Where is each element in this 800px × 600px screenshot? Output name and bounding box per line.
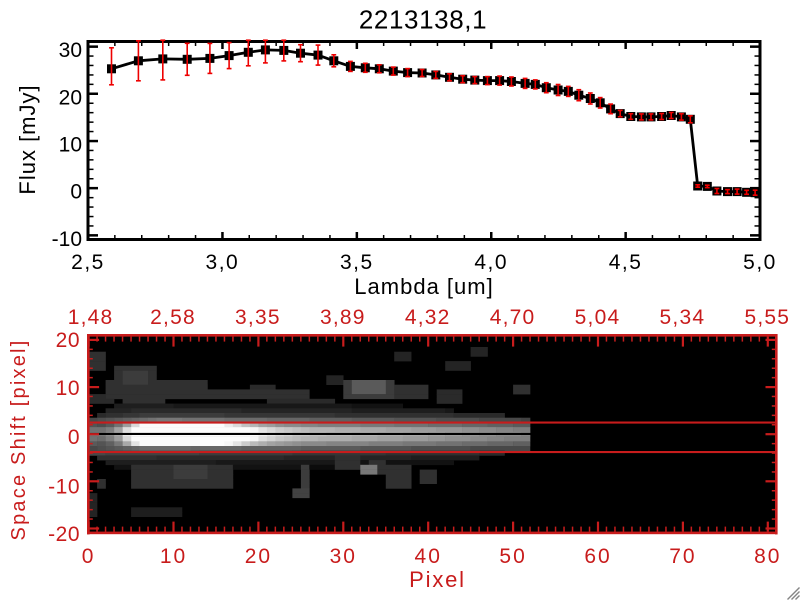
svg-text:-10: -10 [48, 476, 80, 499]
svg-text:Pixel: Pixel [409, 567, 466, 592]
svg-text:-10: -10 [52, 228, 82, 251]
svg-text:4,5: 4,5 [609, 251, 643, 274]
svg-text:40: 40 [415, 545, 442, 568]
svg-text:3,0: 3,0 [206, 251, 240, 274]
svg-text:4,32: 4,32 [405, 306, 451, 329]
svg-text:10: 10 [59, 134, 82, 157]
svg-text:70: 70 [669, 545, 696, 568]
svg-text:5,0: 5,0 [743, 251, 777, 274]
svg-text:30: 30 [59, 39, 82, 62]
svg-text:30: 30 [330, 545, 357, 568]
svg-text:4,70: 4,70 [490, 306, 536, 329]
svg-text:5,55: 5,55 [744, 306, 790, 329]
svg-text:20: 20 [59, 86, 82, 109]
svg-text:10: 10 [56, 377, 80, 400]
svg-text:Space Shift [pixel]: Space Shift [pixel] [8, 339, 30, 541]
svg-text:20: 20 [56, 329, 80, 352]
svg-text:3,89: 3,89 [320, 306, 366, 329]
svg-text:3,5: 3,5 [340, 251, 374, 274]
svg-text:60: 60 [584, 545, 611, 568]
svg-text:0: 0 [82, 545, 96, 568]
svg-text:50: 50 [499, 545, 526, 568]
svg-text:10: 10 [160, 545, 187, 568]
svg-text:2,5: 2,5 [71, 251, 105, 274]
svg-text:-20: -20 [48, 523, 80, 546]
svg-text:0: 0 [68, 426, 80, 449]
svg-text:20: 20 [245, 545, 272, 568]
svg-text:Flux [mJy]: Flux [mJy] [15, 84, 40, 194]
svg-text:5,04: 5,04 [575, 306, 621, 329]
svg-text:Lambda [um]: Lambda [um] [354, 274, 493, 299]
svg-text:1,48: 1,48 [68, 306, 114, 329]
svg-text:80: 80 [754, 545, 781, 568]
svg-text:3,35: 3,35 [235, 306, 281, 329]
svg-text:0: 0 [70, 181, 82, 204]
svg-text:4,0: 4,0 [474, 251, 508, 274]
svg-text:5,34: 5,34 [660, 306, 706, 329]
svg-text:2213138,1: 2213138,1 [359, 5, 487, 35]
svg-text:2,58: 2,58 [150, 306, 196, 329]
